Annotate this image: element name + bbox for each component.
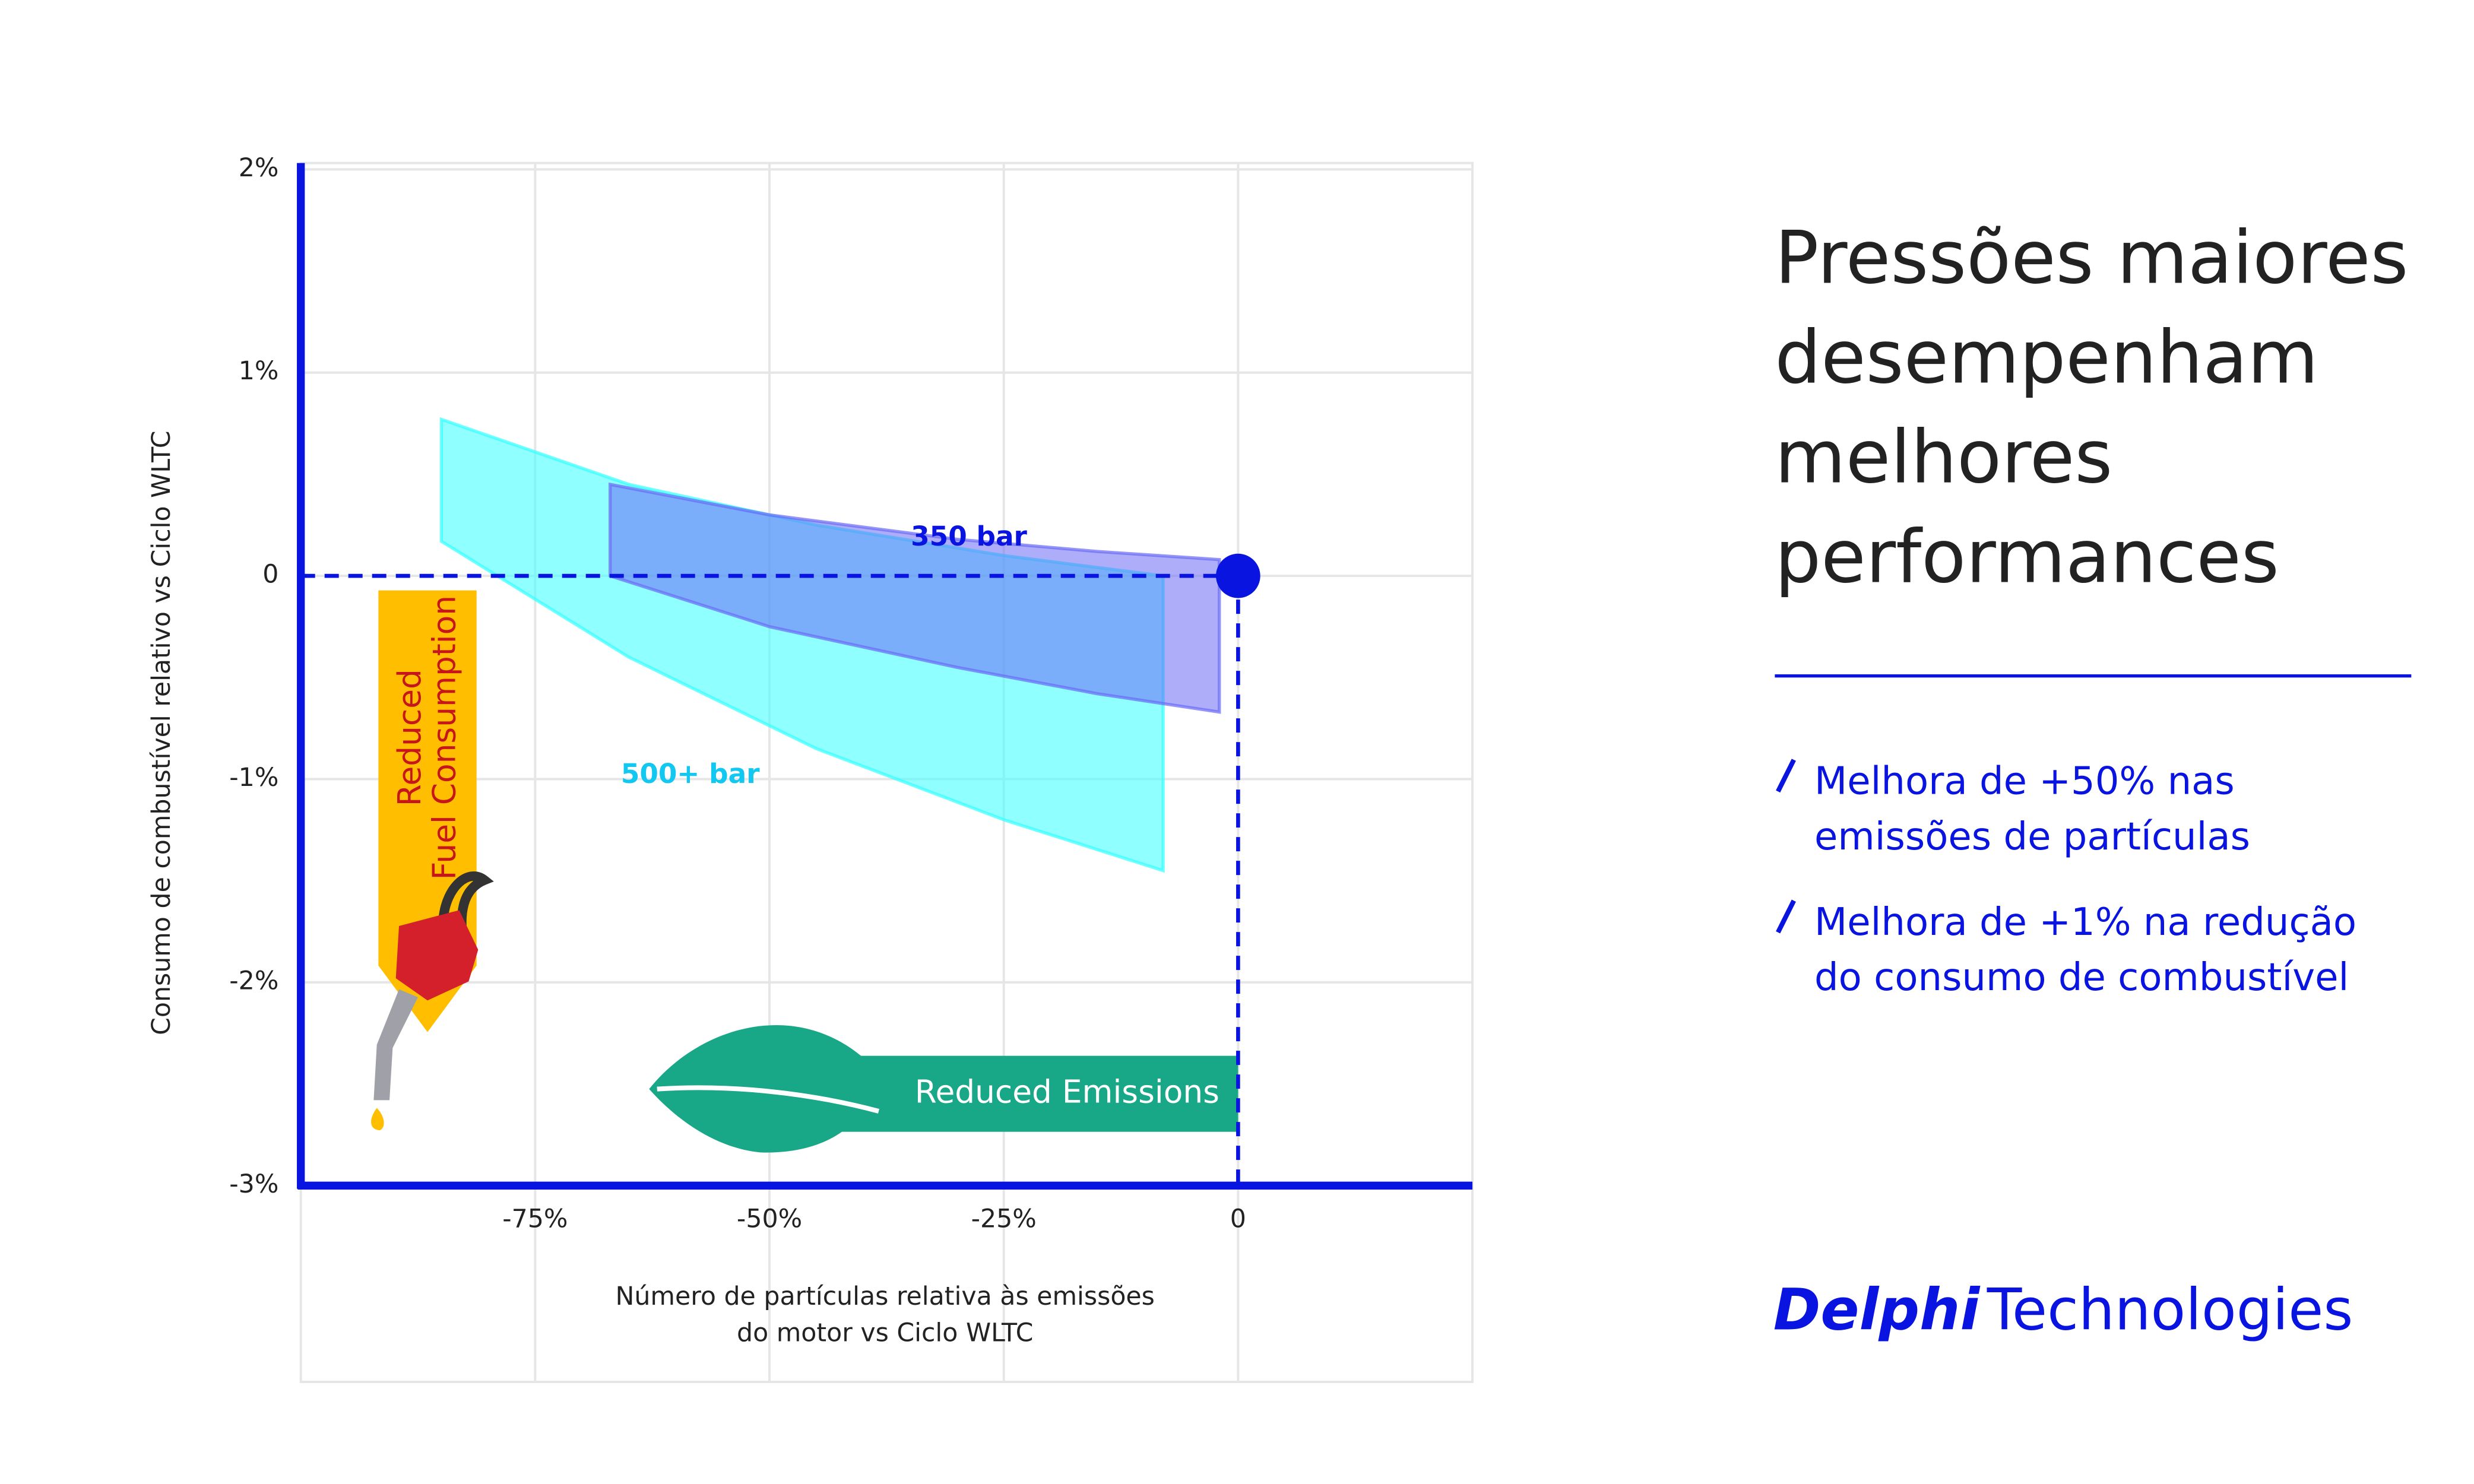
x-tick-label: -25% — [971, 1204, 1037, 1234]
x-tick-label: -75% — [502, 1204, 568, 1234]
brand: Technologies — [1987, 1277, 2353, 1343]
y-tick-label: -2% — [229, 966, 278, 995]
x-tick-label: -50% — [737, 1204, 802, 1234]
y-axis-label: Consumo de combustível relativo vs Ciclo… — [147, 430, 176, 1035]
heading: Pressões maiores — [1775, 215, 2408, 300]
x-tick-label: 0 — [1230, 1204, 1246, 1234]
heading: desempenham — [1775, 315, 2318, 399]
bullet-mark — [1776, 759, 1796, 793]
heading: performances — [1775, 514, 2279, 599]
reference-point — [1216, 553, 1260, 598]
x-axis-label: do motor vs Ciclo WLTC — [737, 1318, 1033, 1348]
annotation: Reduced — [391, 669, 428, 806]
bullet: emissões de partículas — [1814, 815, 2250, 859]
y-tick-label: -1% — [229, 763, 278, 792]
leaf-vein — [657, 1085, 880, 1114]
brand: Delphi — [1773, 1277, 1981, 1343]
y-tick-label: 1% — [239, 356, 279, 386]
annotation: Fuel Consumption — [426, 595, 463, 880]
series-label: 500+ bar — [621, 758, 760, 789]
emissions-arrow — [839, 1055, 1238, 1132]
annotation: Reduced Emissions — [915, 1073, 1219, 1110]
series-label: 350 bar — [911, 521, 1027, 552]
band-area — [608, 482, 1221, 714]
bullet: Melhora de +50% nas — [1814, 760, 2235, 804]
bullet: Melhora de +1% na redução — [1814, 900, 2356, 944]
bullet: do consumo de combustível — [1814, 956, 2349, 1000]
y-tick-label: 2% — [239, 153, 279, 183]
y-tick-label: -3% — [229, 1169, 278, 1199]
bullet-mark — [1776, 899, 1796, 934]
y-tick-label: 0 — [262, 560, 278, 589]
heading: melhores — [1775, 414, 2112, 499]
x-axis-label: Número de partículas relativa às emissõe… — [615, 1282, 1154, 1311]
fuel-nozzle-icon — [371, 871, 494, 1130]
